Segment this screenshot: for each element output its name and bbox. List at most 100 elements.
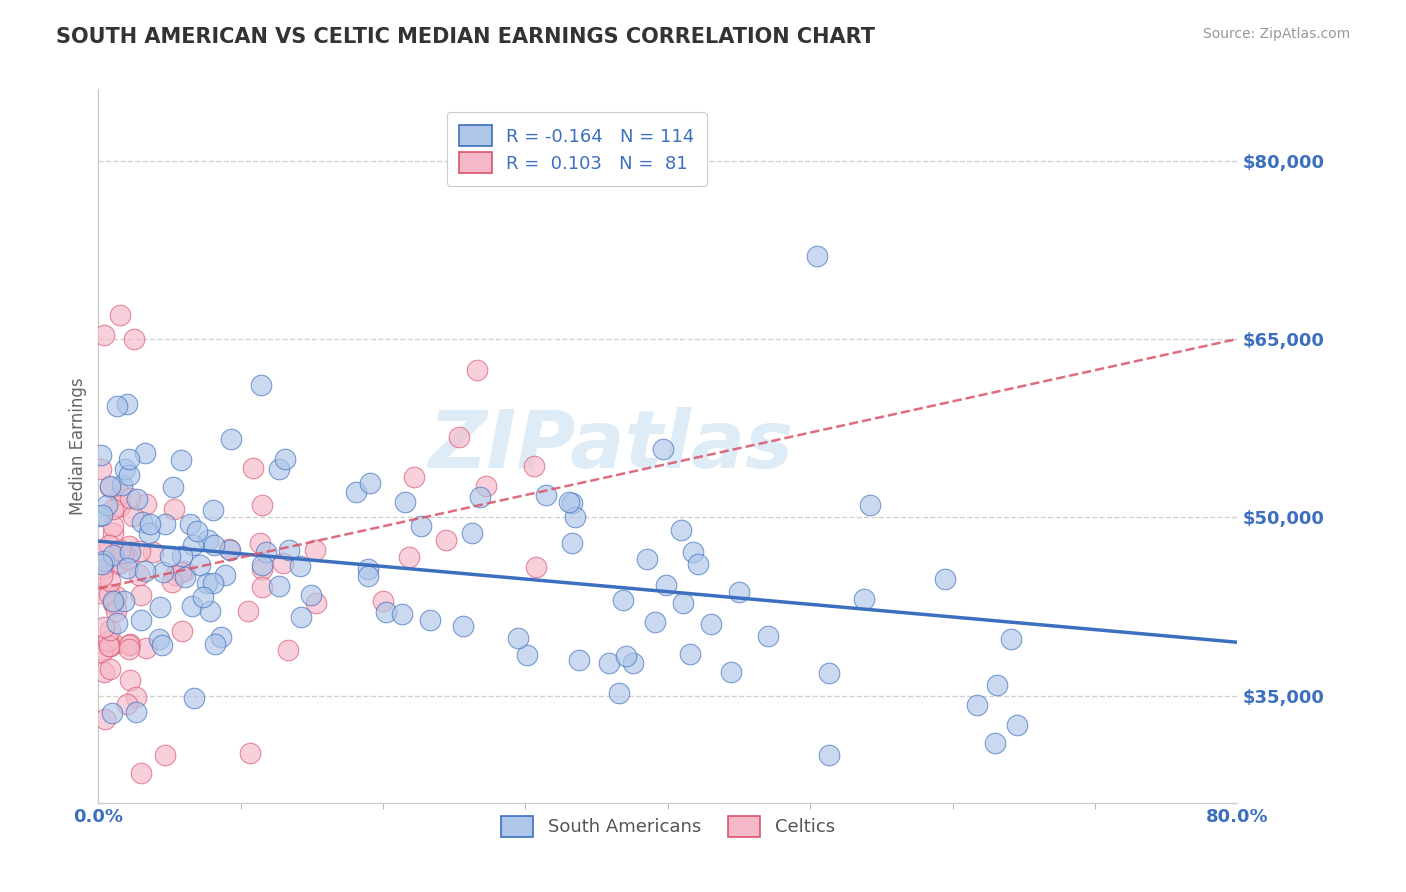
Point bbox=[183, 690, 205, 705]
Point bbox=[934, 572, 956, 586]
Point bbox=[568, 652, 591, 666]
Point bbox=[179, 517, 201, 532]
Point bbox=[103, 594, 125, 608]
Point bbox=[202, 538, 225, 552]
Point bbox=[108, 308, 131, 322]
Point bbox=[91, 543, 114, 558]
Point bbox=[118, 468, 141, 483]
Point bbox=[534, 488, 557, 502]
Point bbox=[98, 478, 121, 492]
Point bbox=[91, 568, 114, 582]
Point bbox=[475, 479, 498, 493]
Point bbox=[138, 526, 160, 541]
Point bbox=[163, 567, 186, 582]
Point bbox=[447, 430, 470, 444]
Point bbox=[269, 579, 291, 593]
Point bbox=[720, 665, 742, 679]
Point bbox=[115, 397, 138, 411]
Point bbox=[516, 648, 538, 662]
Point bbox=[461, 525, 484, 540]
Point bbox=[142, 545, 165, 559]
Point bbox=[612, 593, 634, 607]
Point bbox=[853, 592, 876, 607]
Point bbox=[652, 442, 675, 456]
Point bbox=[250, 580, 273, 594]
Point bbox=[236, 604, 259, 618]
Point bbox=[451, 619, 474, 633]
Point bbox=[374, 605, 396, 619]
Point bbox=[434, 533, 457, 547]
Point bbox=[398, 549, 420, 564]
Point bbox=[90, 461, 112, 475]
Point bbox=[394, 494, 416, 508]
Point bbox=[273, 557, 295, 571]
Point bbox=[129, 766, 152, 780]
Point bbox=[402, 470, 425, 484]
Point bbox=[93, 554, 115, 568]
Point bbox=[250, 562, 273, 576]
Point bbox=[273, 451, 295, 466]
Point bbox=[1005, 718, 1028, 732]
Point bbox=[249, 536, 271, 550]
Point bbox=[173, 564, 195, 578]
Point bbox=[859, 498, 882, 512]
Point bbox=[108, 543, 131, 558]
Point bbox=[288, 558, 311, 573]
Point bbox=[304, 542, 326, 557]
Point bbox=[148, 632, 170, 646]
Point bbox=[125, 705, 148, 719]
Point bbox=[101, 526, 124, 541]
Point bbox=[127, 491, 149, 506]
Point bbox=[214, 568, 236, 582]
Point bbox=[267, 462, 290, 476]
Point bbox=[91, 562, 114, 576]
Point bbox=[252, 498, 274, 512]
Point bbox=[89, 586, 111, 600]
Point bbox=[112, 546, 135, 560]
Point bbox=[112, 594, 135, 608]
Point bbox=[173, 570, 195, 584]
Point bbox=[558, 494, 581, 508]
Point bbox=[418, 613, 440, 627]
Point bbox=[181, 599, 204, 614]
Legend: South Americans, Celtics: South Americans, Celtics bbox=[494, 808, 842, 844]
Point bbox=[344, 484, 367, 499]
Point bbox=[101, 502, 124, 516]
Text: Source: ZipAtlas.com: Source: ZipAtlas.com bbox=[1202, 27, 1350, 41]
Point bbox=[118, 451, 141, 466]
Point bbox=[1000, 632, 1022, 647]
Point bbox=[359, 475, 381, 490]
Point bbox=[122, 508, 145, 523]
Point bbox=[104, 589, 127, 603]
Point bbox=[101, 596, 124, 610]
Point bbox=[679, 647, 702, 661]
Point bbox=[101, 548, 124, 562]
Point bbox=[100, 574, 122, 589]
Point bbox=[209, 630, 232, 644]
Point bbox=[218, 541, 240, 556]
Point bbox=[153, 748, 176, 763]
Point bbox=[391, 607, 413, 621]
Point bbox=[371, 594, 394, 608]
Point bbox=[108, 487, 131, 501]
Point bbox=[108, 499, 131, 513]
Point bbox=[170, 549, 193, 563]
Point bbox=[93, 712, 115, 726]
Point bbox=[153, 516, 176, 531]
Point bbox=[655, 577, 678, 591]
Point bbox=[159, 549, 181, 564]
Point bbox=[817, 666, 839, 681]
Point bbox=[356, 569, 378, 583]
Point bbox=[170, 566, 193, 580]
Point bbox=[669, 523, 692, 537]
Point bbox=[89, 509, 111, 524]
Point bbox=[986, 678, 1008, 692]
Point bbox=[250, 558, 273, 573]
Point bbox=[614, 648, 637, 663]
Point bbox=[250, 377, 273, 392]
Text: SOUTH AMERICAN VS CELTIC MEDIAN EARNINGS CORRELATION CHART: SOUTH AMERICAN VS CELTIC MEDIAN EARNINGS… bbox=[56, 27, 876, 46]
Point bbox=[636, 552, 658, 566]
Point bbox=[135, 497, 157, 511]
Point bbox=[131, 515, 153, 529]
Point bbox=[149, 600, 172, 615]
